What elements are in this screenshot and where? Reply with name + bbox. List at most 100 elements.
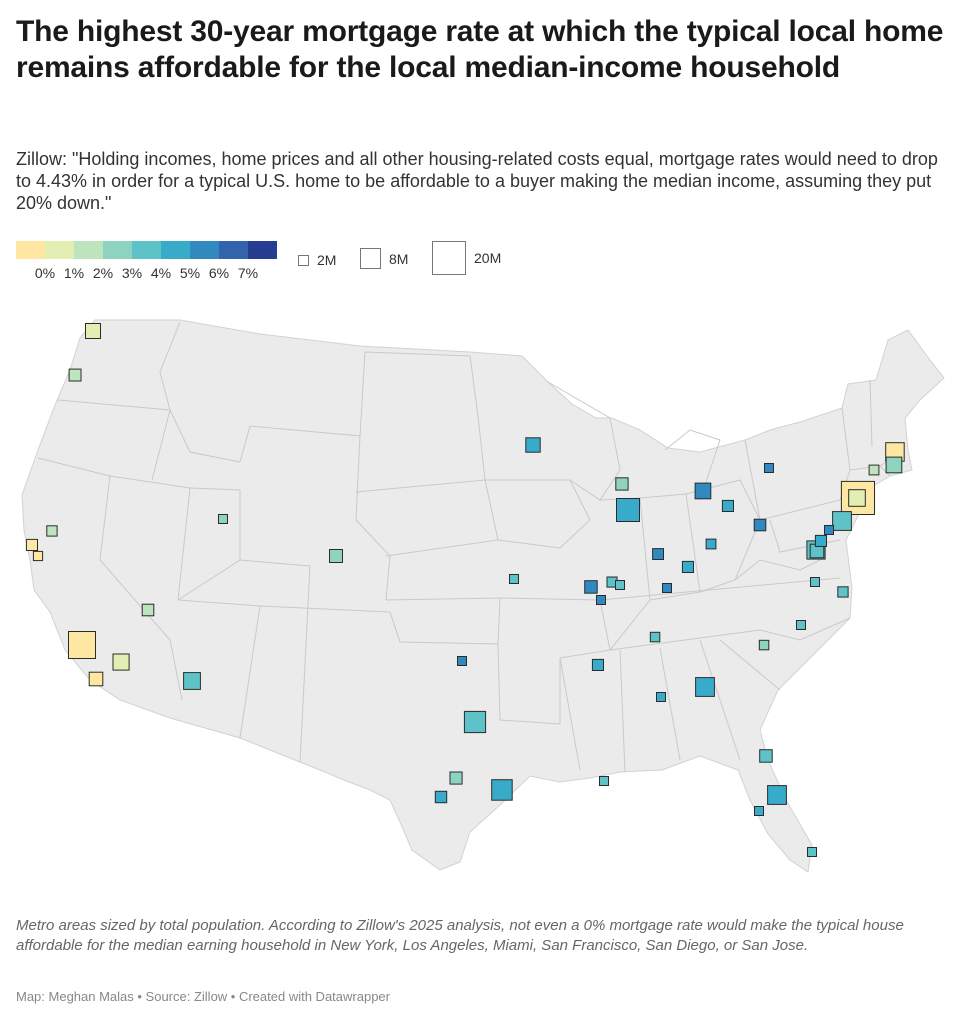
metro-marker[interactable] (615, 477, 629, 491)
metro-marker[interactable] (814, 534, 828, 548)
metro-marker[interactable] (112, 653, 130, 671)
metro-marker[interactable] (457, 656, 467, 666)
state-border (259, 605, 561, 725)
metro-marker[interactable] (615, 580, 625, 590)
chart-title: The highest 30-year mortgage rate at whi… (16, 15, 944, 84)
state-border (177, 487, 241, 601)
metro-marker[interactable] (837, 586, 849, 598)
metro-marker[interactable] (694, 482, 712, 500)
state-border (879, 465, 891, 477)
color-swatch (161, 241, 190, 259)
size-legend-label: 2M (317, 252, 337, 268)
color-tick: 7% (237, 265, 259, 281)
metro-marker[interactable] (764, 463, 774, 473)
state-border (485, 479, 591, 549)
metro-marker[interactable] (848, 489, 866, 507)
metro-marker[interactable] (721, 499, 735, 512)
size-legend-label: 20M (474, 250, 502, 266)
footnote: Metro areas sized by total population. A… (16, 917, 904, 954)
metro-marker[interactable] (596, 595, 606, 605)
credit-line: Map: Meghan Malas • Source: Zillow • Cre… (16, 989, 390, 1004)
metro-marker[interactable] (218, 514, 228, 524)
size-legend-label: 8M (389, 250, 409, 267)
metro-marker[interactable] (807, 847, 817, 857)
metro-marker[interactable] (584, 580, 598, 594)
metro-marker[interactable] (753, 518, 767, 532)
color-tick: 3% (121, 265, 143, 281)
size-legend-square (360, 248, 381, 269)
metro-marker[interactable] (591, 658, 605, 672)
state-border (239, 559, 311, 763)
metro-marker[interactable] (88, 671, 104, 687)
metro-marker[interactable] (656, 692, 666, 702)
size-legend-square (432, 241, 466, 275)
metro-marker[interactable] (868, 464, 880, 476)
color-tick: 6% (208, 265, 230, 281)
metro-marker[interactable] (85, 323, 101, 339)
color-swatch (74, 241, 103, 259)
metro-marker[interactable] (32, 550, 44, 562)
state-border (639, 493, 701, 601)
metro-marker[interactable] (758, 639, 770, 651)
state-border (734, 559, 821, 581)
color-swatch (103, 241, 132, 259)
color-tick: 1% (63, 265, 85, 281)
state-border (359, 351, 486, 481)
color-swatch (190, 241, 219, 259)
size-legend-item: 2M (298, 252, 336, 268)
color-tick: 2% (92, 265, 114, 281)
state-border (719, 639, 781, 691)
color-tick: 0% (34, 265, 56, 281)
size-legend-square (298, 254, 309, 266)
state-border (355, 479, 499, 557)
metro-marker[interactable] (824, 525, 834, 535)
metro-marker[interactable] (183, 672, 201, 690)
metro-marker[interactable] (463, 710, 487, 734)
metro-marker[interactable] (695, 677, 715, 697)
state-border (599, 577, 841, 601)
metro-marker[interactable] (329, 549, 343, 563)
metro-marker[interactable] (705, 538, 717, 550)
metro-marker[interactable] (68, 368, 82, 382)
state-border (547, 381, 621, 501)
color-swatch (219, 241, 248, 259)
us-outline (21, 319, 945, 873)
color-swatch (132, 241, 161, 259)
state-border (664, 429, 721, 501)
metro-marker[interactable] (509, 574, 519, 584)
metro-markers (25, 323, 905, 857)
metro-marker[interactable] (759, 749, 773, 763)
metro-marker[interactable] (68, 631, 96, 659)
legend: 0% 1% 2% 3% 4% 5% 6% 7% 2M 8M 20M (16, 241, 576, 285)
metro-marker[interactable] (599, 776, 609, 786)
metro-marker[interactable] (754, 806, 764, 816)
metro-marker[interactable] (434, 790, 448, 804)
state-border (699, 639, 741, 761)
state-border (37, 457, 183, 701)
metro-marker[interactable] (652, 548, 664, 560)
state-border (159, 321, 241, 463)
metro-marker[interactable] (525, 437, 541, 453)
state-border (869, 379, 873, 447)
metro-marker[interactable] (25, 538, 38, 552)
us-landmass (21, 319, 945, 873)
metro-marker[interactable] (810, 577, 820, 587)
metro-marker[interactable] (662, 583, 672, 593)
metro-marker[interactable] (616, 498, 640, 522)
us-map (21, 319, 945, 873)
metro-marker[interactable] (491, 779, 513, 801)
metro-marker[interactable] (649, 631, 661, 643)
metro-marker[interactable] (885, 456, 903, 474)
color-swatch (45, 241, 74, 259)
metro-marker[interactable] (767, 785, 787, 805)
metro-marker[interactable] (449, 771, 463, 785)
color-tick: 4% (150, 265, 172, 281)
metro-marker[interactable] (796, 620, 806, 630)
metro-marker[interactable] (141, 603, 155, 617)
state-border (619, 649, 626, 773)
metro-marker[interactable] (46, 525, 58, 537)
size-legend: 2M 8M 20M (298, 241, 578, 277)
metro-marker[interactable] (681, 560, 695, 574)
metro-marker[interactable] (832, 511, 852, 531)
state-border (239, 425, 391, 601)
